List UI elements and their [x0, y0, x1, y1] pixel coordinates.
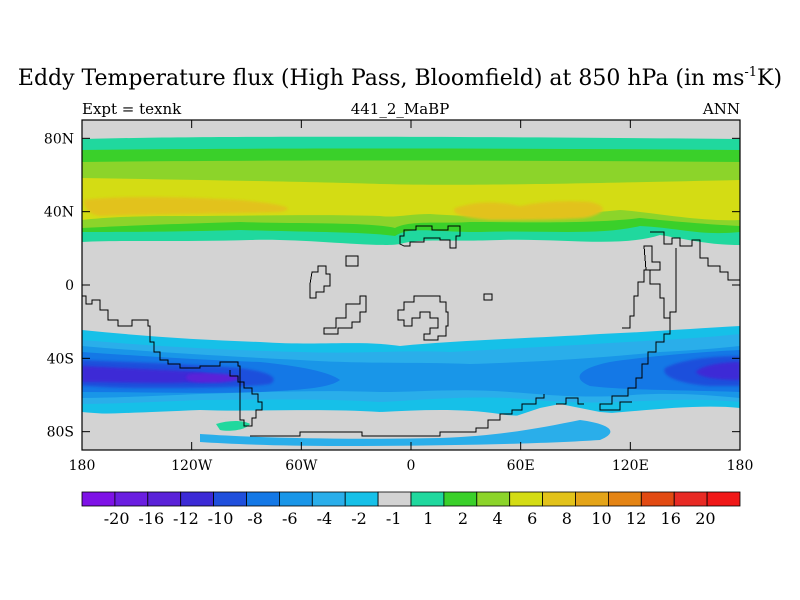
colorbar-label: -8 — [247, 509, 263, 528]
y-tick-label: 0 — [65, 278, 74, 294]
coastlines — [82, 225, 740, 437]
x-tick-label: 60E — [507, 458, 535, 474]
colorbar-label: 2 — [458, 509, 468, 528]
southern-storm-track — [82, 326, 740, 416]
colorbar-label: 10 — [591, 509, 611, 528]
nh-core-2 — [454, 201, 603, 220]
colorbar-swatch — [608, 491, 642, 507]
season-label: ANN — [702, 100, 740, 118]
northern-storm-track — [82, 136, 740, 245]
colorbar-swatch — [542, 491, 576, 507]
antarctic-region — [82, 404, 740, 450]
colorbar-label: -4 — [317, 509, 333, 528]
title-superscript: -1 — [744, 65, 758, 80]
coast-north-america — [399, 225, 461, 249]
antarctic-blue-ribbon — [200, 420, 611, 446]
coast-south-america — [82, 295, 263, 427]
colorbar-swatch — [147, 491, 182, 507]
contour-field — [82, 120, 740, 450]
colorbar-swatch — [278, 491, 313, 507]
x-tick-label: 180 — [69, 458, 96, 474]
x-tick-label: 120E — [612, 458, 649, 474]
colorbar-swatch — [410, 491, 445, 507]
coast-asia-inner-2 — [669, 248, 677, 334]
colorbar: -20 -16 -12 -10 -8 -6 -4 -2 -1 1 2 4 6 8 10 12 16 20 — [81, 491, 741, 528]
y-tick-label: 40N — [44, 205, 74, 221]
coast-antarctica — [250, 394, 545, 437]
x-tick-label: 60W — [285, 458, 318, 474]
colorbar-swatch — [509, 491, 544, 507]
case-label: 441_2_MaBP — [350, 100, 450, 118]
coast-east-asia — [650, 231, 740, 281]
colorbar-label: 8 — [562, 509, 572, 528]
colorbar-swatch — [640, 491, 675, 507]
x-tick-label: 180 — [727, 458, 754, 474]
colorbar-label: 12 — [626, 509, 646, 528]
colorbar-swatch — [706, 491, 741, 507]
colorbar-swatch — [114, 491, 149, 507]
colorbar-label: -12 — [173, 509, 199, 528]
sh-core-east-inner — [696, 362, 740, 380]
y-tick-label: 80S — [47, 425, 74, 441]
nh-core-1 — [84, 197, 288, 216]
sh-core-west-peak — [185, 373, 240, 383]
colorbar-swatch — [476, 491, 511, 507]
antarctic-green-patch — [216, 421, 250, 431]
colorbar-swatch — [344, 491, 379, 507]
map-title: Eddy Temperature flux (High Pass, Bloomf… — [0, 66, 800, 92]
colorbar-swatch — [180, 491, 214, 507]
coast-pacific-islands — [556, 397, 584, 405]
coast-asia-inner — [643, 245, 661, 271]
colorbar-label: 6 — [527, 509, 537, 528]
colorbar-swatch — [246, 491, 280, 507]
coast-africa — [397, 295, 449, 341]
colorbar-label: 20 — [695, 509, 715, 528]
experiment-label: Expt = texnk — [82, 100, 182, 118]
coast-sa-inner — [323, 295, 367, 335]
colorbar-swatch — [443, 491, 478, 507]
coast-island-2 — [483, 293, 493, 301]
colorbar-label: 1 — [423, 509, 433, 528]
x-tick-label: 120W — [171, 458, 213, 474]
colorbar-label: -2 — [351, 509, 367, 528]
colorbar-swatch — [575, 491, 609, 507]
colorbar-swatch — [311, 491, 346, 507]
coast-central-america — [309, 265, 331, 299]
y-tick-label: 80N — [44, 131, 74, 147]
colorbar-label: -6 — [282, 509, 298, 528]
title-unit-end: K) — [757, 66, 783, 91]
x-tick-label: 0 — [407, 458, 416, 474]
sh-core-west-inner — [82, 366, 215, 383]
colorbar-label: -10 — [208, 509, 234, 528]
coast-island-1 — [345, 255, 359, 267]
colorbar-swatch — [673, 491, 708, 507]
colorbar-swatch — [213, 491, 247, 507]
coast-australia — [599, 269, 671, 411]
axis-ticks: 180 120W 60W 0 60E 120E 180 80N 40N 0 40S 80S — [44, 120, 753, 474]
colorbar-label: -20 — [104, 509, 130, 528]
colorbar-swatch — [377, 491, 412, 507]
colorbar-label: 4 — [492, 509, 502, 528]
title-text: Eddy Temperature flux (High Pass, Bloomf… — [17, 66, 745, 91]
colorbar-swatch — [81, 491, 116, 507]
colorbar-label: -1 — [386, 509, 402, 528]
colorbar-label: 16 — [661, 509, 681, 528]
colorbar-label: -16 — [138, 509, 164, 528]
y-tick-label: 40S — [47, 351, 74, 367]
